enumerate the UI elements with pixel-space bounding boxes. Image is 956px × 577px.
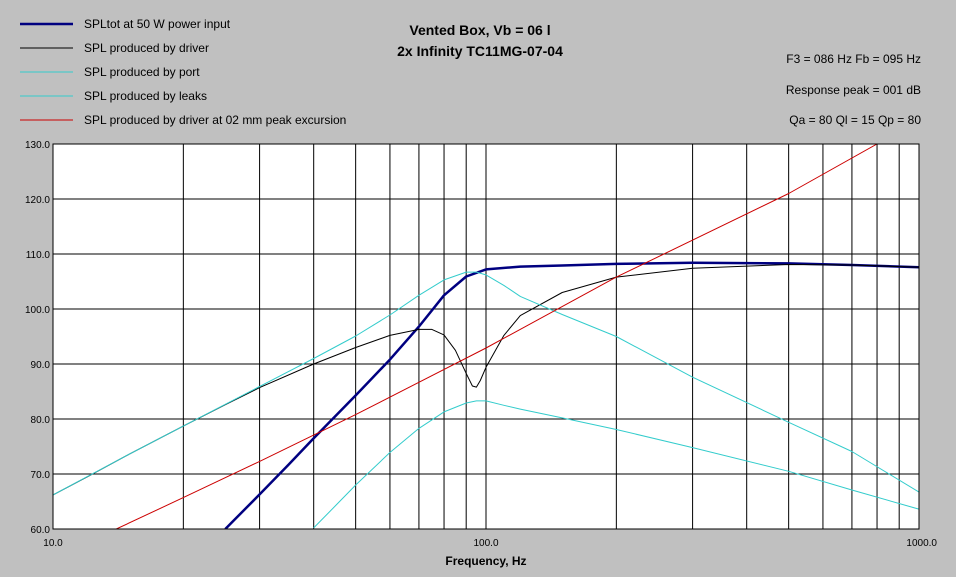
y-tick-label: 70.0 bbox=[31, 470, 51, 481]
x-tick-label: 100.0 bbox=[473, 538, 498, 549]
y-tick-label: 60.0 bbox=[31, 525, 51, 536]
y-tick-label: 130.0 bbox=[25, 140, 50, 151]
legend-label-5: SPL produced by driver at 02 mm peak exc… bbox=[84, 113, 346, 127]
x-axis-title: Frequency, Hz bbox=[445, 554, 526, 568]
y-tick-label: 90.0 bbox=[31, 360, 51, 371]
series-line-4 bbox=[313, 400, 919, 529]
y-tick-label: 120.0 bbox=[25, 195, 50, 206]
legend-label-2: SPL produced by driver bbox=[84, 41, 209, 55]
legend-label-1: SPLtot at 50 W power input bbox=[84, 17, 231, 31]
chart-title-line-1: Vented Box, Vb = 06 l bbox=[409, 22, 550, 38]
series-line-1 bbox=[224, 261, 919, 529]
plot-frame bbox=[52, 143, 920, 530]
x-tick-label: 1000.0 bbox=[906, 538, 937, 549]
q-values-info: Qa = 80 Ql = 15 Qp = 80 bbox=[789, 113, 921, 127]
legend-label-4: SPL produced by leaks bbox=[84, 89, 207, 103]
series-line-3 bbox=[53, 271, 919, 496]
x-tick-label: 10.0 bbox=[43, 538, 63, 549]
tick-labels: 60.0 70.0 80.0 90.0 100.0 110.0 120.0 130.0 10.0… bbox=[25, 140, 937, 549]
legend-label-3: SPL produced by port bbox=[84, 65, 200, 79]
y-tick-label: 100.0 bbox=[25, 305, 50, 316]
response-peak-info: Response peak = 001 dB bbox=[786, 83, 921, 97]
chart-title-line-2: 2x Infinity TC11MG-07-04 bbox=[397, 43, 563, 59]
y-tick-label: 110.0 bbox=[26, 250, 51, 261]
series-layer bbox=[53, 144, 919, 529]
y-tick-label: 80.0 bbox=[31, 415, 51, 426]
legend: SPLtot at 50 W power input SPL produced b… bbox=[20, 17, 346, 127]
series-line-5 bbox=[116, 144, 878, 529]
tuning-info: F3 = 086 Hz Fb = 095 Hz bbox=[786, 52, 921, 66]
